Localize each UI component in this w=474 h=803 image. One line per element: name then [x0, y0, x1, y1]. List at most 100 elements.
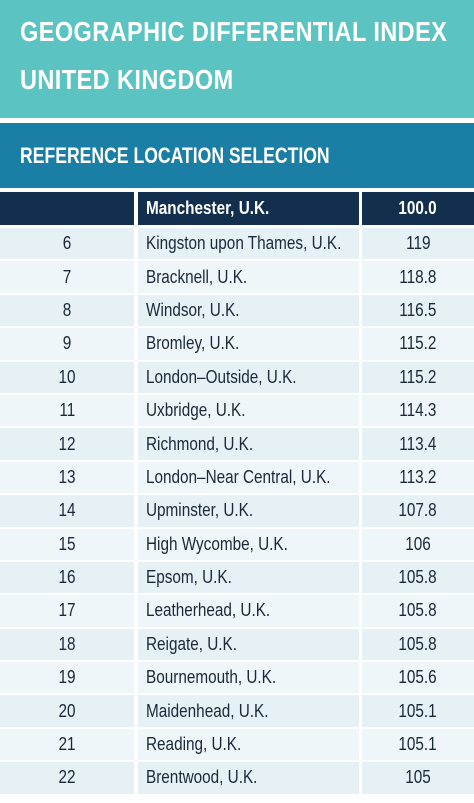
- row-location: Leatherhead, U.K.: [146, 600, 271, 621]
- row-location: Bromley, U.K.: [146, 333, 240, 354]
- row-location: London–Outside, U.K.: [146, 366, 297, 387]
- row-location: Upminster, U.K.: [146, 500, 254, 521]
- row-rank: 20: [58, 700, 76, 721]
- page-title: GEOGRAPHIC DIFFERENTIAL INDEX UNITED KIN…: [20, 10, 448, 106]
- row-location: Brentwood, U.K.: [146, 767, 258, 788]
- row-rank: 9: [62, 333, 72, 354]
- table-row: 17 Leatherhead, U.K. 105.8: [0, 595, 474, 628]
- table-cell-rank: 22: [0, 762, 134, 794]
- title-line-1: GEOGRAPHIC DIFFERENTIAL INDEX: [20, 16, 448, 47]
- row-rank: 15: [58, 533, 76, 554]
- row-location: Epsom, U.K.: [146, 567, 232, 588]
- row-location: High Wycombe, U.K.: [146, 533, 288, 554]
- table-cell-rank: 6: [0, 228, 134, 260]
- row-index: 113.4: [399, 433, 437, 454]
- table-cell-index: 115.2: [362, 361, 474, 393]
- section-header: REFERENCE LOCATION SELECTION: [0, 123, 474, 188]
- table-cell-location: Brentwood, U.K.: [138, 762, 359, 794]
- row-location: Richmond, U.K.: [146, 433, 254, 454]
- table-row: 10 London–Outside, U.K. 115.2: [0, 361, 474, 395]
- table-cell-rank: 18: [0, 628, 134, 661]
- table-cell-index: 105: [362, 762, 474, 794]
- row-rank: 18: [58, 633, 76, 654]
- table-row: 22 Brentwood, U.K. 105: [0, 762, 474, 795]
- reference-index: 100.0: [398, 198, 438, 218]
- row-location: Kingston upon Thames, U.K.: [146, 233, 342, 254]
- table-cell-index: 115.2: [362, 328, 474, 360]
- table-row: 14 Upminster, U.K. 107.8: [0, 495, 474, 528]
- table-cell-rank: 20: [0, 695, 134, 727]
- table-cell-location: Kingston upon Thames, U.K.: [138, 228, 359, 260]
- row-location: London–Near Central, U.K.: [146, 466, 331, 487]
- title-line-2: UNITED KINGDOM: [20, 64, 234, 95]
- row-index: 105.8: [398, 600, 438, 621]
- row-location: Windsor, U.K.: [146, 299, 240, 320]
- row-index: 105.1: [398, 734, 438, 755]
- row-rank: 19: [58, 667, 76, 688]
- index-table: Manchester, U.K. 100.0 6 Kingston upon Th…: [0, 192, 474, 796]
- table-cell-rank: 13: [0, 461, 134, 494]
- table-row: 15 High Wycombe, U.K. 106: [0, 528, 474, 562]
- table-cell-location: Epsom, U.K.: [138, 561, 359, 594]
- table-cell-rank: 19: [0, 662, 134, 694]
- row-index: 119: [405, 233, 431, 254]
- table-cell-rank: 14: [0, 495, 134, 527]
- row-index: 116.5: [399, 299, 437, 320]
- row-location: Reading, U.K.: [146, 734, 242, 755]
- table-cell-index: 106: [362, 528, 474, 560]
- row-rank: 21: [58, 734, 76, 755]
- reference-location-cell: Manchester, U.K.: [138, 192, 359, 225]
- table-row: 11 Uxbridge, U.K. 114.3: [0, 394, 474, 428]
- table-cell-rank: 12: [0, 428, 134, 460]
- row-rank: 12: [58, 433, 76, 454]
- table-row: 20 Maidenhead, U.K. 105.1: [0, 695, 474, 728]
- table-cell-index: 119: [362, 228, 474, 260]
- table-cell-rank: 21: [0, 728, 134, 761]
- row-location: Maidenhead, U.K.: [146, 700, 269, 721]
- table-cell-index: 116.5: [362, 294, 474, 327]
- table-cell-location: Uxbridge, U.K.: [138, 394, 359, 427]
- row-index: 106: [405, 533, 431, 554]
- table-cell-location: Reading, U.K.: [138, 728, 359, 761]
- table-cell-rank: 8: [0, 294, 134, 327]
- row-rank: 8: [62, 299, 72, 320]
- reference-location: Manchester, U.K.: [146, 198, 270, 218]
- row-index: 118.8: [399, 266, 437, 287]
- row-location: Bournemouth, U.K.: [146, 667, 277, 688]
- table-cell-index: 105.8: [362, 628, 474, 661]
- table-body: 6 Kingston upon Thames, U.K. 119 7 Bracknell…: [0, 228, 474, 796]
- table-cell-location: Maidenhead, U.K.: [138, 695, 359, 727]
- row-index: 105.8: [398, 633, 438, 654]
- row-rank: 7: [62, 266, 72, 287]
- table-cell-rank: 7: [0, 261, 134, 293]
- table-cell-index: 118.8: [362, 261, 474, 293]
- row-index: 105.6: [398, 667, 438, 688]
- table-cell-location: London–Near Central, U.K.: [138, 461, 359, 494]
- table-cell-rank: 15: [0, 528, 134, 560]
- row-index: 115.2: [399, 366, 437, 387]
- table-cell-location: Richmond, U.K.: [138, 428, 359, 460]
- reference-index-cell: 100.0: [362, 192, 474, 225]
- table-row: 9 Bromley, U.K. 115.2: [0, 328, 474, 361]
- reference-row: Manchester, U.K. 100.0: [0, 192, 474, 228]
- row-rank: 10: [58, 366, 76, 387]
- row-rank: 11: [59, 400, 75, 421]
- table-cell-location: Leatherhead, U.K.: [138, 595, 359, 627]
- table-cell-index: 105.1: [362, 695, 474, 727]
- table-row: 18 Reigate, U.K. 105.8: [0, 628, 474, 662]
- table-row: 21 Reading, U.K. 105.1: [0, 728, 474, 762]
- row-rank: 16: [58, 567, 76, 588]
- table-row: 19 Bournemouth, U.K. 105.6: [0, 662, 474, 695]
- table-cell-location: London–Outside, U.K.: [138, 361, 359, 393]
- table-cell-rank: 17: [0, 595, 134, 627]
- row-rank: 6: [62, 233, 72, 254]
- table-cell-rank: 10: [0, 361, 134, 393]
- header-divider: [0, 118, 474, 123]
- table-cell-rank: 9: [0, 328, 134, 360]
- row-location: Uxbridge, U.K.: [146, 400, 246, 421]
- table-cell-index: 113.2: [362, 461, 474, 494]
- table-row: 12 Richmond, U.K. 113.4: [0, 428, 474, 461]
- table-cell-location: Upminster, U.K.: [138, 495, 359, 527]
- row-index: 107.8: [398, 500, 438, 521]
- table-row: 7 Bracknell, U.K. 118.8: [0, 261, 474, 294]
